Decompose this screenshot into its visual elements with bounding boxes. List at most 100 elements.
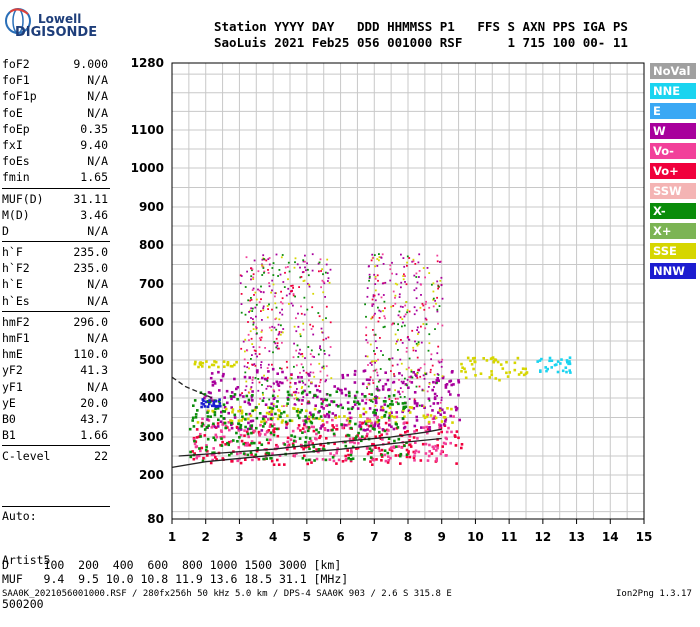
- echo-point: [251, 419, 255, 423]
- echo-point: [365, 420, 368, 423]
- echo-point: [387, 388, 390, 392]
- echo-point: [389, 403, 392, 406]
- echo-point: [424, 452, 428, 455]
- echo-point: [412, 371, 415, 374]
- echo-point: [390, 411, 393, 414]
- echo-point: [212, 363, 216, 367]
- echo-point: [366, 387, 368, 390]
- echo-point: [219, 420, 223, 423]
- echo-point: [290, 302, 293, 305]
- echo-point: [280, 367, 283, 370]
- echo-point: [300, 363, 303, 366]
- echo-point: [383, 325, 386, 328]
- echo-point: [247, 401, 250, 405]
- echo-point: [366, 341, 369, 344]
- echo-point: [417, 341, 420, 344]
- echo-point: [300, 312, 303, 315]
- echo-point: [304, 383, 307, 386]
- echo-point: [215, 405, 219, 408]
- echo-point: [440, 276, 443, 279]
- echo-point: [366, 287, 369, 289]
- echo-point: [290, 374, 293, 376]
- echo-point: [396, 283, 399, 286]
- echo-point: [436, 444, 439, 447]
- echo-point: [252, 323, 255, 326]
- echo-point: [388, 419, 391, 422]
- x-tick-label: 8: [404, 530, 412, 544]
- echo-point: [398, 379, 400, 381]
- echo-point: [434, 328, 436, 330]
- echo-point: [378, 253, 380, 255]
- echo-point: [377, 422, 381, 426]
- echo-point: [268, 282, 270, 284]
- echo-point: [294, 440, 297, 443]
- param-row: h`Es N/A: [2, 293, 108, 309]
- echo-point: [287, 278, 289, 281]
- echo-point: [369, 376, 372, 379]
- echo-point: [230, 423, 233, 427]
- echo-point: [426, 413, 429, 417]
- echo-point: [426, 390, 429, 393]
- echo-point: [319, 434, 322, 438]
- echo-point: [231, 410, 234, 414]
- echo-point: [380, 416, 384, 419]
- echo-point: [256, 355, 258, 358]
- echo-point: [384, 317, 386, 320]
- echo-point: [539, 369, 542, 372]
- echo-point: [268, 425, 272, 428]
- echo-point: [326, 374, 329, 377]
- echo-point: [293, 266, 296, 269]
- muf-table-distance-row: D 100 200 400 600 800 1000 1500 3000 [km…: [2, 558, 342, 572]
- echo-point: [492, 359, 496, 363]
- echo-point: [258, 381, 261, 384]
- echo-point: [428, 399, 431, 402]
- echo-point: [404, 275, 406, 277]
- echo-point: [285, 404, 288, 407]
- echo-point: [425, 415, 429, 419]
- echo-point: [423, 405, 425, 408]
- echo-point: [213, 411, 217, 414]
- echo-point: [281, 405, 283, 408]
- echo-point: [306, 262, 308, 265]
- echo-point: [387, 455, 390, 458]
- echo-point: [325, 421, 329, 424]
- param-row: foEp 0.35: [2, 121, 108, 137]
- echo-point: [312, 425, 315, 429]
- echo-point: [308, 391, 312, 394]
- echo-point: [386, 378, 390, 382]
- param-name: fmin: [2, 170, 30, 185]
- echo-point: [331, 412, 335, 415]
- echo-point: [274, 342, 277, 345]
- echo-point: [440, 420, 444, 423]
- echo-point: [365, 378, 369, 381]
- echo-point: [353, 394, 357, 398]
- echo-point: [422, 389, 425, 392]
- echo-point: [244, 458, 247, 461]
- echo-point: [265, 411, 269, 415]
- echo-point: [341, 426, 344, 430]
- echo-point: [441, 408, 444, 412]
- echo-point: [245, 412, 248, 416]
- echo-point: [307, 441, 311, 444]
- echo-point: [378, 259, 380, 262]
- echo-point: [358, 421, 362, 424]
- echo-point: [444, 420, 447, 423]
- echo-point: [357, 441, 360, 445]
- echo-point: [297, 325, 300, 328]
- echo-point: [240, 293, 243, 295]
- echo-point: [440, 399, 443, 401]
- echo-point: [295, 330, 298, 333]
- echo-point: [244, 313, 247, 316]
- echo-point: [408, 338, 410, 341]
- echo-point: [409, 375, 413, 379]
- echo-point: [245, 394, 249, 398]
- echo-point: [298, 380, 301, 384]
- echo-point: [308, 374, 311, 377]
- echo-point: [550, 366, 553, 369]
- echo-point: [440, 284, 443, 287]
- echo-point: [299, 411, 302, 414]
- echo-point: [403, 396, 406, 398]
- echo-point: [267, 418, 270, 421]
- echo-point: [258, 301, 261, 304]
- echo-point: [271, 267, 274, 269]
